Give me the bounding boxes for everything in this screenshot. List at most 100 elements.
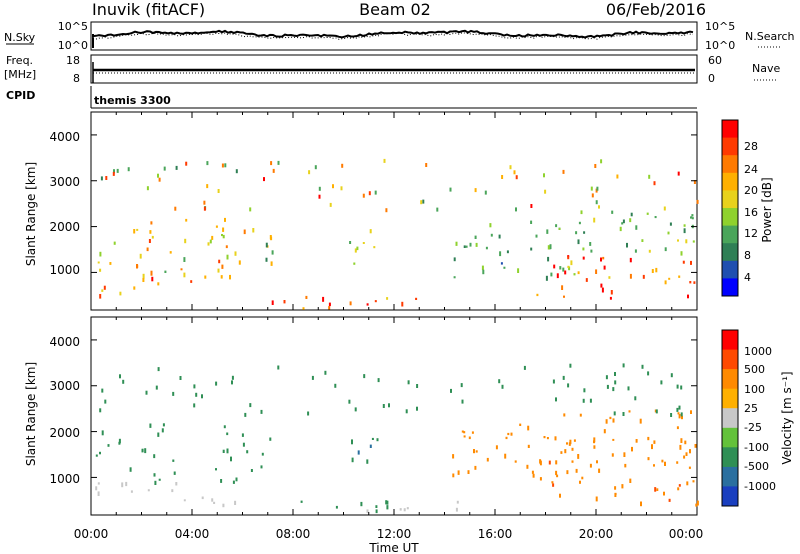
cell — [562, 375, 565, 380]
cell — [570, 260, 573, 266]
cell — [99, 408, 102, 413]
cell — [605, 375, 608, 380]
cell — [653, 181, 656, 186]
cell — [482, 269, 485, 275]
cell — [101, 388, 104, 393]
cell — [263, 177, 265, 182]
cell — [272, 168, 275, 173]
cell — [217, 189, 220, 193]
cell — [616, 174, 619, 179]
cell — [641, 239, 644, 242]
cell — [646, 212, 649, 215]
cell — [97, 482, 100, 485]
cell — [136, 228, 139, 231]
cell — [686, 481, 689, 486]
cell — [229, 274, 231, 280]
velocity-panel: Slant Range [km] 1000 2000 3000 4000 00:… — [24, 316, 703, 554]
freq-label: Freq. — [6, 54, 33, 67]
cell — [589, 463, 592, 468]
cell — [651, 269, 654, 273]
cell — [425, 163, 428, 167]
colorbar-swatch — [722, 486, 738, 507]
cell — [146, 247, 149, 252]
cell — [622, 363, 625, 368]
cell — [179, 376, 182, 380]
power-colorbar: 28 24 20 16 12 8 4 Power [dB] — [721, 119, 774, 297]
power-cbar-tick-24: 24 — [744, 163, 758, 176]
cell — [545, 275, 548, 281]
cell — [334, 383, 337, 388]
cell — [401, 301, 404, 307]
vel-cbar-tick-500: 500 — [744, 363, 765, 376]
cell — [351, 439, 353, 445]
cell — [471, 431, 474, 434]
cell — [193, 384, 196, 389]
cell — [544, 189, 547, 194]
cell — [112, 171, 115, 176]
cell — [676, 426, 679, 430]
cell — [203, 200, 206, 205]
cell — [656, 488, 659, 491]
cell — [553, 264, 556, 269]
cell — [634, 396, 637, 401]
cell — [453, 257, 456, 262]
cell — [685, 452, 688, 456]
cell — [340, 186, 343, 191]
cell — [579, 413, 582, 417]
cell — [450, 388, 452, 393]
cell — [415, 297, 418, 300]
cell — [328, 302, 331, 307]
cell — [628, 410, 631, 413]
cell — [436, 207, 439, 212]
cell — [614, 380, 617, 385]
cell — [595, 496, 598, 502]
cell — [154, 480, 157, 485]
cell — [490, 233, 493, 237]
cell — [639, 418, 642, 424]
cell — [664, 247, 667, 252]
cell — [109, 262, 112, 265]
cell — [539, 460, 542, 466]
cell — [217, 268, 220, 273]
cell — [463, 435, 466, 438]
colorbar-swatch — [722, 466, 738, 487]
cell — [357, 450, 360, 455]
cell — [193, 403, 196, 408]
cell — [685, 239, 688, 244]
cell — [596, 186, 599, 191]
cell — [277, 365, 280, 370]
cell — [606, 384, 609, 389]
cell — [250, 469, 253, 472]
cell — [590, 249, 593, 253]
power-plot-frame — [90, 111, 698, 311]
cell — [603, 265, 606, 270]
cell — [211, 235, 214, 240]
cell — [629, 257, 632, 263]
cell — [571, 460, 574, 463]
cell — [121, 482, 124, 488]
cell — [461, 399, 464, 404]
cell — [510, 432, 513, 436]
nsearch-tick-bottom: 10^0 — [705, 39, 735, 52]
cell — [684, 440, 687, 445]
power-ytick-2000: 2000 — [49, 220, 80, 234]
cell — [600, 159, 603, 164]
cell — [680, 412, 683, 417]
cell — [679, 444, 682, 450]
cell — [173, 471, 176, 475]
cell — [174, 206, 177, 211]
cell — [595, 200, 598, 205]
cell — [213, 501, 216, 504]
cell — [481, 265, 484, 271]
cell — [509, 165, 512, 170]
xtick-1200: 12:00 — [377, 527, 412, 541]
cell — [420, 200, 423, 205]
time-axis-label: Time UT — [368, 541, 419, 554]
cell — [300, 500, 303, 503]
cell — [104, 399, 107, 404]
cell — [690, 216, 692, 219]
velocity-colorbar-swatches — [722, 330, 738, 507]
cell — [648, 174, 651, 179]
cell — [232, 480, 235, 484]
nsky-label: N.Sky — [4, 31, 36, 44]
